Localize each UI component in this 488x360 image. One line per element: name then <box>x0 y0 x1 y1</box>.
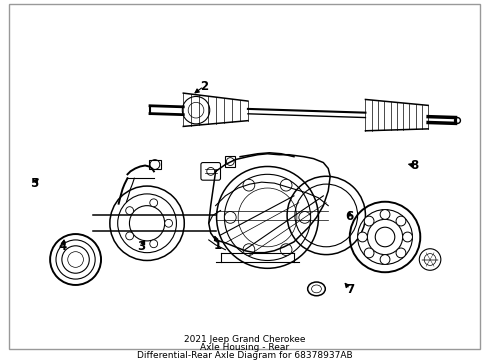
Text: 4: 4 <box>58 240 66 253</box>
Circle shape <box>418 249 440 270</box>
Bar <box>225 156 235 167</box>
Circle shape <box>379 210 389 219</box>
Circle shape <box>164 219 172 227</box>
Circle shape <box>395 248 405 258</box>
Circle shape <box>243 244 254 256</box>
Text: 8: 8 <box>409 159 418 172</box>
Circle shape <box>395 216 405 226</box>
Text: 2021 Jeep Grand Cherokee: 2021 Jeep Grand Cherokee <box>183 335 305 344</box>
Circle shape <box>298 212 310 223</box>
Circle shape <box>149 199 157 207</box>
Text: 7: 7 <box>345 283 353 296</box>
Circle shape <box>125 232 133 240</box>
Text: 3: 3 <box>137 240 145 253</box>
Text: Differential-Rear Axle Diagram for 68378937AB: Differential-Rear Axle Diagram for 68378… <box>137 351 351 360</box>
Text: 6: 6 <box>345 210 353 223</box>
Circle shape <box>280 244 291 256</box>
Bar <box>149 159 161 170</box>
Circle shape <box>379 255 389 264</box>
Circle shape <box>280 179 291 191</box>
Circle shape <box>357 232 366 242</box>
Circle shape <box>224 212 236 223</box>
Text: 2: 2 <box>199 80 207 93</box>
Circle shape <box>125 207 133 215</box>
Circle shape <box>149 240 157 248</box>
Circle shape <box>402 232 411 242</box>
Circle shape <box>243 179 254 191</box>
Circle shape <box>364 248 373 258</box>
FancyBboxPatch shape <box>201 163 220 180</box>
Text: 5: 5 <box>30 177 38 190</box>
Circle shape <box>364 216 373 226</box>
Text: 1: 1 <box>214 239 222 252</box>
Text: Axle Housing - Rear: Axle Housing - Rear <box>200 343 288 352</box>
